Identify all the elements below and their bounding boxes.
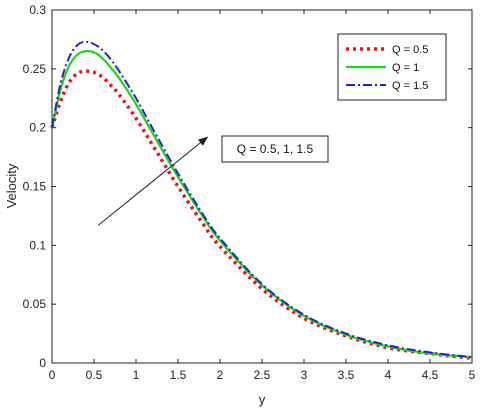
series-lines: [50, 40, 473, 361]
x-tick-label: 0: [49, 368, 56, 382]
tick-labels: 0 0.5 1 1.5 2 2.5 3 3.5 4 4.5 5 0 0.05 0.1 0.15 0.2 0.25…: [23, 3, 476, 382]
annotation-arrow: [97, 136, 209, 226]
y-tick-label: 0.1: [29, 238, 46, 252]
x-tick-label: 5: [469, 368, 476, 382]
y-tick-label: 0.2: [29, 121, 46, 135]
annotation-box: [221, 135, 329, 163]
legend-label-3: Q = 1.5: [392, 80, 428, 92]
series-line-1: [50, 69, 473, 361]
y-tick-label: 0.15: [23, 180, 47, 194]
x-tick-label: 3: [301, 368, 308, 382]
x-tick-label: 1.5: [170, 368, 187, 382]
annotation-label: Q = 0.5, 1, 1.5: [237, 142, 314, 156]
series-line-3: [51, 40, 473, 359]
y-tick-label: 0.25: [23, 62, 47, 76]
annotation: Q = 0.5, 1, 1.5: [97, 135, 329, 226]
x-tick-label: 4.5: [422, 368, 439, 382]
y-tick-label: 0.3: [29, 3, 46, 17]
x-tick-label: 3.5: [338, 368, 355, 382]
series-line-2: [50, 49, 473, 359]
y-tick-label: 0.05: [23, 297, 47, 311]
x-tick-label: 2: [217, 368, 224, 382]
legend: Q = 0.5 Q = 1 Q = 1.5: [337, 33, 447, 101]
y-tick-label: 0: [39, 356, 46, 370]
axis-ticks: [51, 9, 473, 364]
y-axis-title: Velocity: [4, 163, 19, 208]
x-axis-title: y: [259, 392, 266, 407]
legend-label-2: Q = 1: [392, 62, 419, 74]
x-tick-label: 4: [385, 368, 392, 382]
x-tick-label: 1: [133, 368, 140, 382]
legend-label-1: Q = 0.5: [392, 44, 428, 56]
x-tick-label: 0.5: [86, 368, 103, 382]
x-tick-label: 2.5: [254, 368, 271, 382]
